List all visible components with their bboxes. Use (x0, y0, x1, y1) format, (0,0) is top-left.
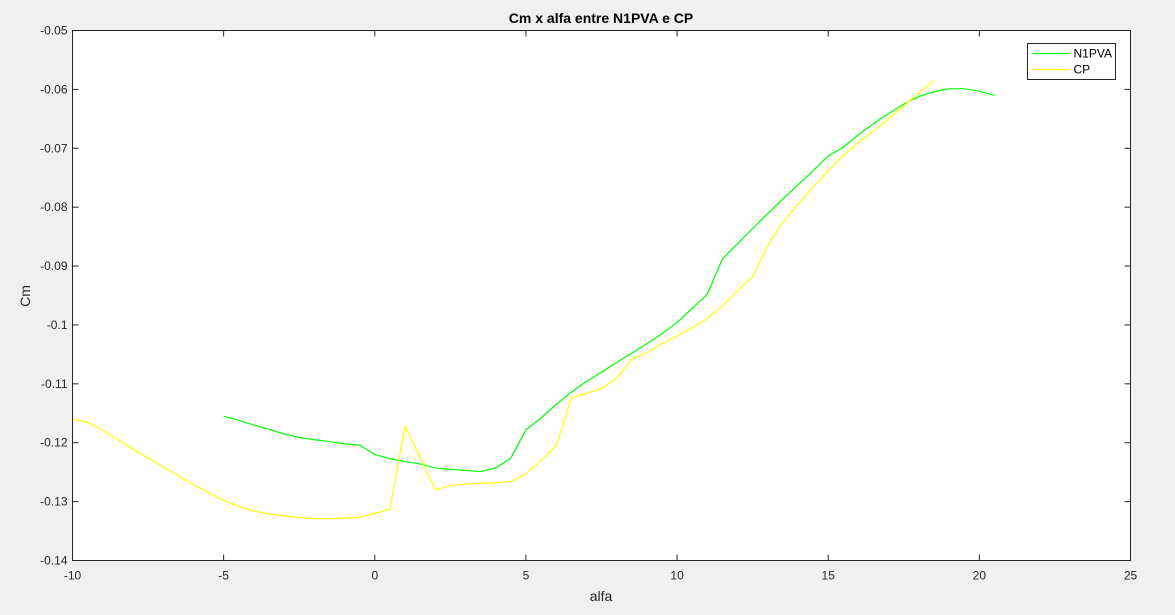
legend[interactable]: N1PVA CP (1027, 43, 1116, 80)
axes-box (72, 30, 1131, 561)
y-tick-label: -0.12 (40, 436, 68, 450)
y-tick-label: -0.06 (40, 82, 68, 96)
x-tick-label: 25 (1124, 569, 1138, 583)
x-tick-label: 15 (822, 569, 836, 583)
x-tick-label: 5 (523, 569, 530, 583)
y-tick-label: -0.11 (41, 377, 68, 391)
y-tick-label: -0.14 (40, 554, 68, 568)
x-tick-label: -5 (218, 569, 229, 583)
legend-label-n1pva: N1PVA (1074, 47, 1112, 61)
x-tick-label: -10 (64, 569, 82, 583)
y-tick-label: -0.05 (40, 24, 68, 38)
y-tick-label: -0.13 (40, 495, 68, 509)
y-tick-label: -0.09 (40, 259, 68, 273)
x-tick-label: 10 (670, 569, 684, 583)
y-tick-label: -0.07 (40, 141, 68, 155)
x-tick-label: 0 (371, 569, 378, 583)
axes-layer: -10 -5 0 5 10 15 20 25 -0.14 -0.13 -0.12 -0.11 -0.1 -… (40, 24, 1137, 583)
x-axis-label: alfa (590, 588, 613, 604)
y-tick-label: -0.08 (40, 200, 68, 214)
series-layer (72, 80, 995, 520)
series-line-n1pva (223, 88, 995, 473)
legend-label-cp: CP (1074, 63, 1091, 77)
legend-box (1027, 43, 1116, 80)
y-axis-label: Cm (17, 285, 33, 307)
plot-area (72, 30, 1131, 561)
x-tick-label: 20 (973, 569, 987, 583)
series-line-cp (72, 80, 935, 520)
y-tick-label: -0.1 (47, 318, 68, 332)
chart-title: Cm x alfa entre N1PVA e CP (509, 10, 693, 26)
